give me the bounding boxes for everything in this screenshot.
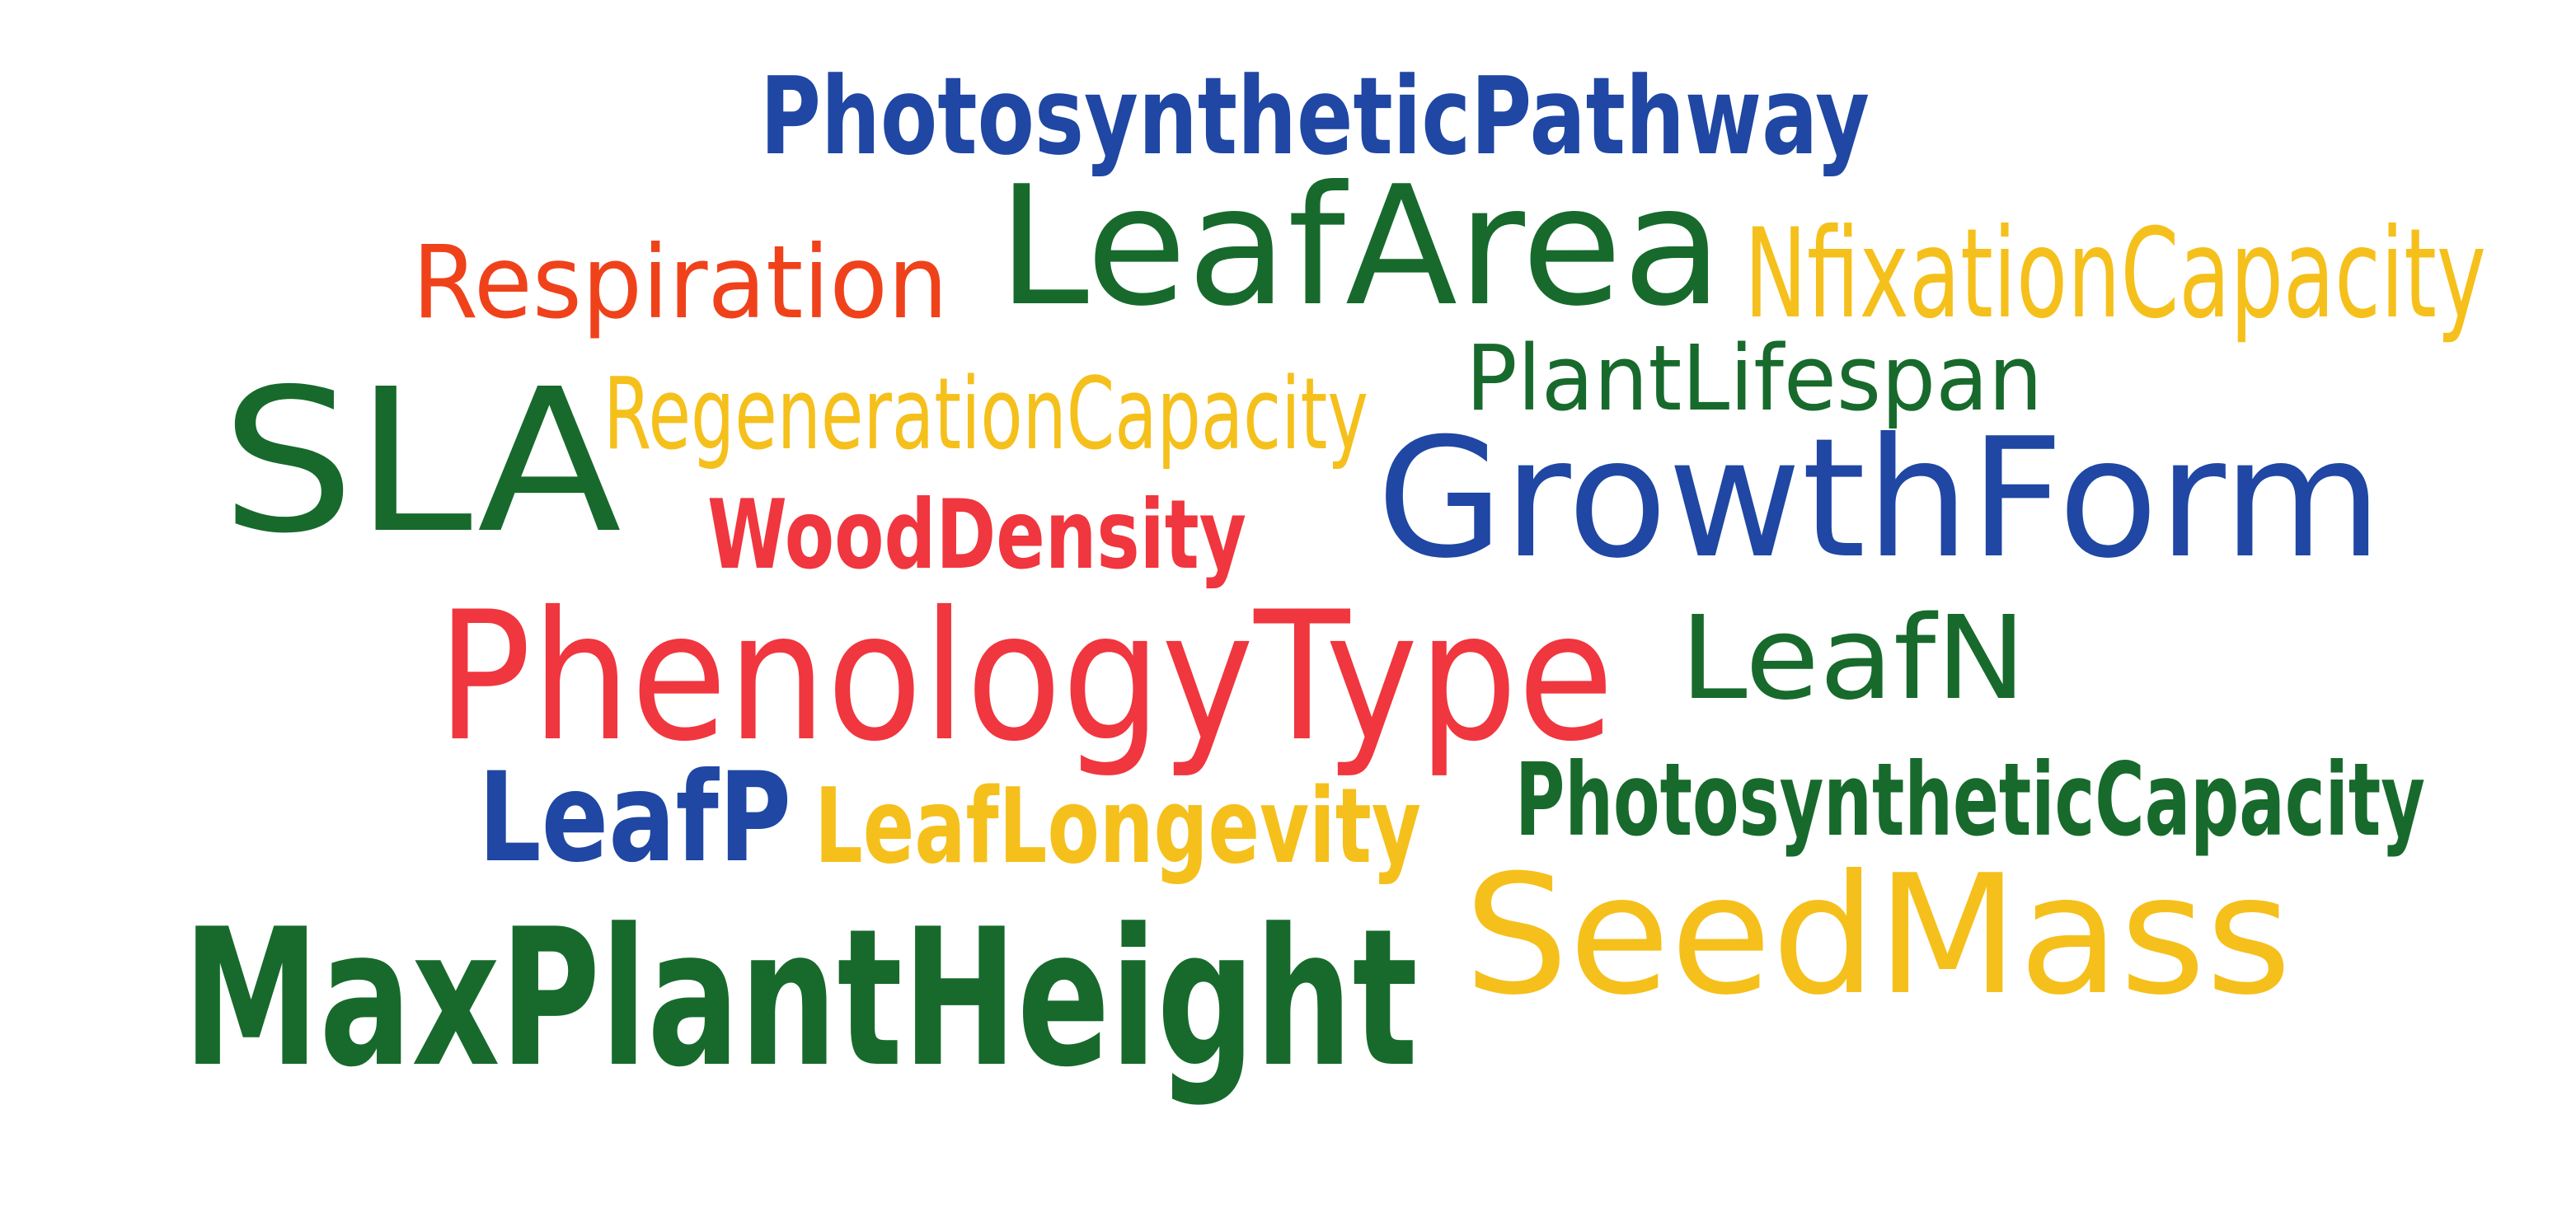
word-seedmass: SeedMass: [1464, 840, 2292, 1032]
word-photosyntheticpathway: PhotosyntheticPathway: [760, 54, 1870, 179]
word-sla: SLA: [221, 346, 622, 577]
word-phenologytype: PhenologyType: [437, 574, 1614, 780]
word-leafarea: LeafArea: [997, 151, 1723, 343]
word-leafp: LeafP: [478, 747, 791, 890]
word-nfixationcapacity: NfixationCapacity: [1744, 203, 2486, 346]
word-regenerationcapacity: RegenerationCapacity: [603, 358, 1368, 472]
word-photosyntheticcapacity: PhotosyntheticCapacity: [1515, 742, 2425, 859]
word-growthform: GrowthForm: [1377, 403, 2382, 595]
word-respiration: Respiration: [412, 224, 948, 341]
word-wooddensity: WoodDensity: [707, 480, 1246, 591]
word-maxplantheight: MaxPlantHeight: [183, 889, 1418, 1109]
word-plantlifespan: PlantLifespan: [1466, 325, 2043, 431]
word-leaflongevity: LeafLongevity: [814, 766, 1421, 887]
word-leafn: LeafN: [1680, 592, 2026, 726]
